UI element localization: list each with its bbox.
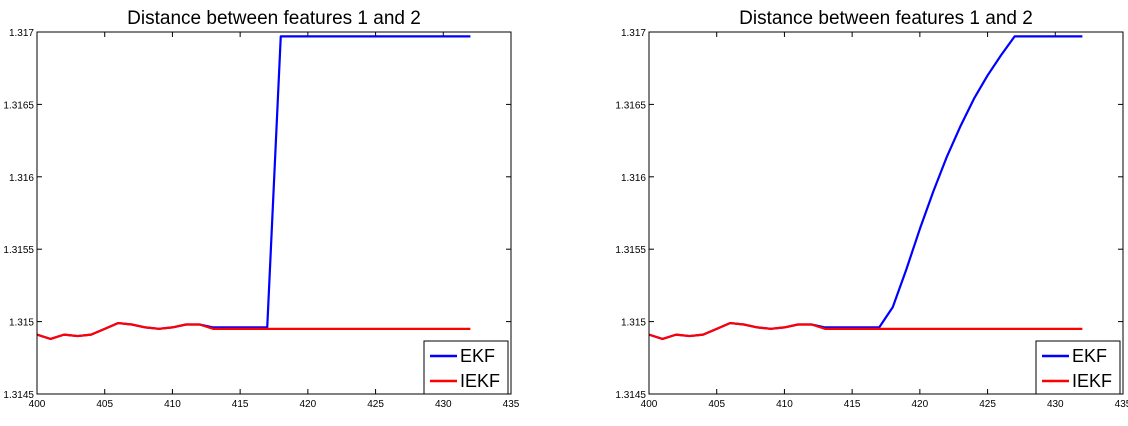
y-tick-label: 1.316	[621, 173, 646, 184]
axes-box	[648, 31, 1124, 395]
x-tick-label: 400	[29, 399, 46, 410]
y-tick-label: 1.316	[9, 173, 34, 184]
x-tick-label: 405	[708, 399, 725, 410]
x-tick-label: 425	[367, 399, 384, 410]
legend-box	[1035, 340, 1121, 395]
series-line-iekf	[37, 321, 471, 341]
x-tick-label: 420	[300, 399, 317, 410]
x-tick-label: 435	[503, 399, 520, 410]
legend: EKF IEKF	[423, 340, 509, 395]
x-tick-label: 405	[96, 399, 113, 410]
legend-box	[423, 340, 509, 395]
y-tick-label: 1.3145	[3, 390, 34, 401]
series-line-iekf	[649, 321, 1083, 341]
y-tick-label: 1.315	[9, 318, 34, 329]
y-tick-label: 1.315	[621, 318, 646, 329]
x-tick-label: 420	[912, 399, 929, 410]
legend-label-iekf: IEKF	[1072, 371, 1112, 391]
y-tick-label: 1.3165	[3, 100, 34, 111]
x-tick-label: 435	[1115, 399, 1128, 410]
y-tick-label: 1.3155	[615, 245, 646, 256]
x-tick-label: 415	[232, 399, 249, 410]
legend-label-ekf: EKF	[1072, 346, 1107, 366]
chart-title: Distance between features 1 and 2	[739, 8, 1033, 29]
legend-label-iekf: IEKF	[460, 371, 500, 391]
chart-left: Distance between features 1 and 2 400 405 4…	[3, 8, 519, 410]
series-line-ekf	[649, 35, 1083, 341]
y-tick-label: 1.317	[621, 28, 646, 39]
x-tick-label: 430	[435, 399, 452, 410]
x-tick-label: 415	[844, 399, 861, 410]
y-tick-label: 1.317	[9, 28, 34, 39]
x-tick-label: 430	[1047, 399, 1064, 410]
x-tick-label: 410	[164, 399, 181, 410]
series-line-ekf	[37, 35, 471, 341]
x-tick-label: 425	[979, 399, 996, 410]
x-tick-label: 400	[641, 399, 658, 410]
legend-label-ekf: EKF	[460, 346, 495, 366]
x-tick-label: 410	[776, 399, 793, 410]
y-tick-label: 1.3165	[615, 100, 646, 111]
y-tick-label: 1.3145	[615, 390, 646, 401]
chart-title: Distance between features 1 and 2	[127, 8, 421, 29]
chart-right: Distance between features 1 and 2 400 405 4…	[615, 8, 1128, 410]
axes-box	[36, 31, 512, 395]
y-tick-label: 1.3155	[3, 245, 34, 256]
legend: EKF IEKF	[1035, 340, 1121, 395]
